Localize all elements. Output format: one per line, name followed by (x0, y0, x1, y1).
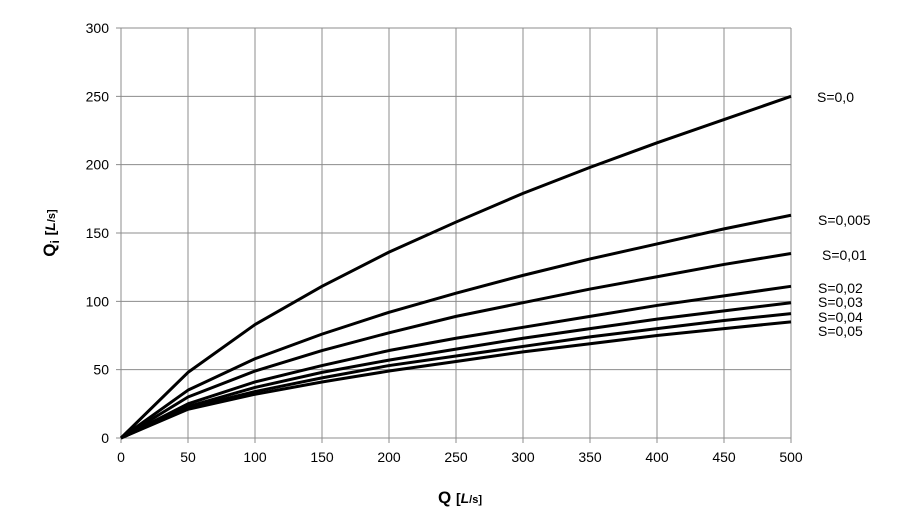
y-tick-label: 250 (86, 88, 110, 104)
x-tick-label: 450 (712, 449, 736, 465)
x-tick-label: 0 (117, 449, 125, 465)
series-line-3 (120, 284, 792, 440)
y-axis-label: Qi [L/s] (40, 209, 62, 257)
x-axis-label-unit-italic: L (461, 490, 470, 506)
series-line-4 (120, 301, 792, 440)
y-axis-label-unit-open: [ (42, 230, 58, 235)
series-line-6 (120, 320, 792, 440)
x-tick-label: 50 (180, 449, 196, 465)
x-tick-label: 350 (578, 449, 602, 465)
series-labels: S=0,0 S=0,005 S=0,01 S=0,02S=0,03S=0,04S=0,… (817, 89, 871, 339)
y-tick-label: 150 (86, 225, 110, 241)
x-axis-label: Q [L/s] (438, 488, 482, 507)
series-label-5: S=0,04 (818, 309, 863, 325)
y-tick-label: 200 (86, 157, 110, 173)
series-label-0: S=0,0 (817, 89, 854, 105)
series-line-0 (119, 94, 792, 440)
y-axis-label-sub: i (48, 240, 62, 243)
series-label-2: S=0,01 (822, 247, 867, 263)
series-line-1 (120, 213, 792, 440)
series-label-4: S=0,03 (818, 294, 863, 310)
series-label-1: S=0,005 (818, 212, 871, 228)
x-axis-label-unit-open: [ (456, 490, 461, 506)
x-tick-label: 150 (310, 449, 334, 465)
series-line-2 (120, 252, 792, 440)
y-tick-label: 50 (93, 362, 109, 378)
y-axis-label-unit-italic: L (42, 222, 58, 231)
tick-labels: 0 50 100 150 200 250 300 350 400 450 500 0 50 100 150 2… (86, 20, 803, 465)
x-tick-label: 250 (444, 449, 468, 465)
series-lines (119, 94, 792, 440)
y-tick-label: 300 (86, 20, 110, 36)
x-tick-label: 100 (243, 449, 267, 465)
y-tick-label: 100 (86, 293, 110, 309)
series-line-5 (120, 312, 792, 440)
x-axis-label-unit-rest: /s] (469, 494, 482, 506)
y-axis-label-unit-rest: /s] (46, 209, 58, 222)
x-axis-label-main: Q (438, 488, 451, 507)
x-tick-label: 200 (377, 449, 401, 465)
x-tick-label: 400 (645, 449, 669, 465)
x-tick-label: 300 (511, 449, 535, 465)
series-label-3: S=0,02 (818, 280, 863, 296)
series-label-6: S=0,05 (818, 323, 863, 339)
x-tick-label: 500 (779, 449, 803, 465)
y-axis-label-main: Q (40, 243, 59, 256)
y-tick-label: 0 (101, 430, 109, 446)
